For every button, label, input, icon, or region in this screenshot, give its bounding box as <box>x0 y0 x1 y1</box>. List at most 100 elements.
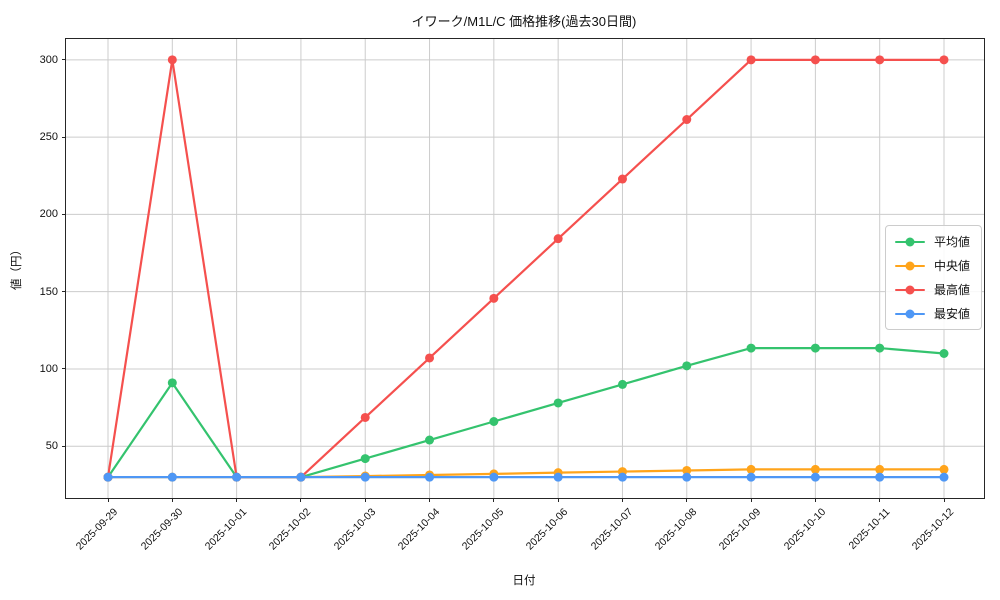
data-point-max <box>425 353 435 363</box>
data-point-min <box>746 472 756 482</box>
legend-item-min: 最安値 <box>895 305 970 322</box>
x-tick-label: 2025-09-30 <box>138 506 185 553</box>
y-tick-mark <box>62 368 66 370</box>
data-point-min <box>360 472 370 482</box>
y-tick-mark <box>62 213 66 215</box>
data-point-max <box>810 55 820 65</box>
x-tick-label: 2025-10-11 <box>846 506 893 552</box>
data-point-min <box>810 472 820 482</box>
data-point-average <box>617 379 627 389</box>
x-tick-label: 2025-09-29 <box>74 506 121 553</box>
data-point-min <box>489 472 499 482</box>
series-line-max <box>106 58 946 479</box>
data-point-max <box>489 293 499 303</box>
data-point-median <box>682 465 692 475</box>
data-point-median <box>875 464 885 474</box>
data-point-max <box>360 412 370 422</box>
data-point-max <box>746 55 756 65</box>
data-point-min <box>875 472 885 482</box>
data-point-average <box>810 343 820 353</box>
x-tick-label: 2025-10-12 <box>910 506 957 553</box>
legend-item-average: 平均値 <box>895 233 970 250</box>
legend-line-icon <box>895 285 925 295</box>
legend-line-icon <box>895 237 925 247</box>
x-tick-mark <box>236 498 238 502</box>
data-point-min <box>553 472 563 482</box>
data-point-max <box>167 55 177 65</box>
legend-item-max: 最高値 <box>895 281 970 298</box>
x-tick-label: 2025-10-04 <box>395 506 443 553</box>
data-point-average <box>682 361 692 371</box>
x-tick-label: 2025-10-07 <box>588 506 635 553</box>
x-tick-label: 2025-10-08 <box>652 506 700 553</box>
y-tick-label: 50 <box>45 440 58 453</box>
data-point-median <box>746 464 756 474</box>
data-point-max <box>875 55 885 65</box>
data-point-min <box>939 472 949 482</box>
y-tick-label: 150 <box>39 285 58 298</box>
y-tick-label: 300 <box>39 53 58 66</box>
data-point-max <box>682 115 692 125</box>
x-tick-label: 2025-10-05 <box>459 506 507 553</box>
legend-line-icon <box>895 309 925 319</box>
series-min <box>103 472 949 482</box>
data-point-average <box>360 454 370 464</box>
legend-line-icon <box>895 261 925 271</box>
legend: 平均値中央値最高値最安値 <box>885 225 983 330</box>
y-tick-mark <box>62 291 66 293</box>
x-tick-mark <box>943 498 945 502</box>
data-point-max <box>553 234 563 244</box>
legend-label: 最安値 <box>934 307 971 321</box>
data-point-min <box>682 472 692 482</box>
plot-area: 平均値中央値最高値最安値 50 100 150 200 250 300 2025-09-29… <box>40 38 985 552</box>
x-tick-mark <box>493 498 495 502</box>
data-point-min <box>425 472 435 482</box>
x-tick-mark <box>171 498 173 502</box>
x-tick-label: 2025-10-01 <box>202 506 250 553</box>
legend-label: 中央値 <box>934 259 971 273</box>
y-tick-label: 250 <box>39 131 58 144</box>
x-tick-label: 2025-10-03 <box>331 506 378 553</box>
data-point-max <box>939 55 949 65</box>
data-point-min <box>167 472 177 482</box>
x-tick-mark <box>429 498 431 502</box>
data-point-average <box>425 435 435 445</box>
x-tick-label: 2025-10-06 <box>524 506 571 553</box>
x-tick-mark <box>879 498 881 502</box>
y-tick-label: 200 <box>39 208 58 221</box>
x-axis-label: 日付 <box>512 575 536 587</box>
y-tick-label: 100 <box>39 362 58 375</box>
x-tick-mark <box>814 498 816 502</box>
chart-title: イワーク/M1L/C 価格推移(過去30日間) <box>411 14 637 29</box>
x-tick-label: 2025-10-10 <box>781 506 828 553</box>
data-point-average <box>489 417 499 426</box>
data-point-average <box>875 343 885 353</box>
data-point-average <box>167 378 177 388</box>
x-tick-mark <box>557 498 559 502</box>
series-average <box>103 343 949 482</box>
y-tick-mark <box>62 59 66 61</box>
data-point-median <box>810 464 820 474</box>
data-point-average <box>553 398 563 408</box>
x-tick-mark <box>621 498 623 502</box>
legend-item-median: 中央値 <box>895 257 970 274</box>
y-tick-mark <box>62 136 66 138</box>
data-point-max <box>617 174 627 184</box>
data-point-average <box>939 349 949 358</box>
x-tick-mark <box>750 498 752 502</box>
x-tick-label: 2025-10-09 <box>717 506 764 553</box>
data-point-min <box>296 472 306 482</box>
series-max <box>103 55 949 482</box>
x-tick-mark <box>107 498 109 502</box>
data-point-average <box>746 343 756 353</box>
x-tick-label: 2025-10-02 <box>266 506 314 553</box>
y-tick-mark <box>62 445 66 447</box>
x-tick-mark <box>364 498 366 502</box>
x-tick-mark <box>686 498 688 502</box>
legend-label: 最高値 <box>934 283 971 297</box>
y-axis-label: 値（円） <box>11 244 23 290</box>
data-point-min <box>232 472 242 482</box>
x-tick-mark <box>300 498 302 502</box>
data-point-median <box>939 464 949 474</box>
